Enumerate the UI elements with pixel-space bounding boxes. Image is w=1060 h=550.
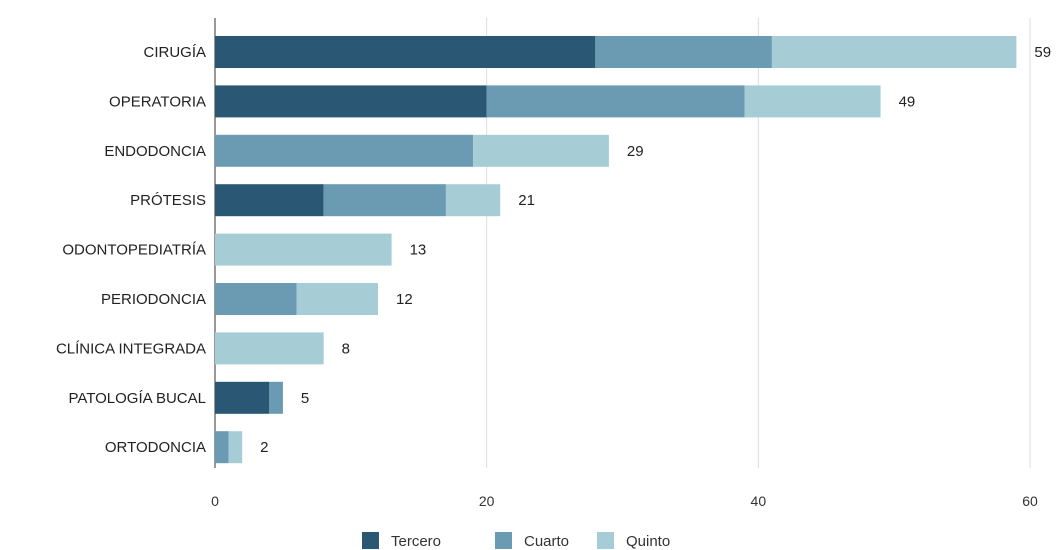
category-label: OPERATORIA: [109, 93, 206, 110]
total-label: 13: [410, 242, 427, 259]
category-label: PATOLOGÍA BUCAL: [68, 390, 206, 407]
bar-segment-tercero: [215, 381, 270, 414]
x-tick-label: 0: [211, 493, 219, 509]
bar-segment-cuarto: [215, 431, 229, 464]
category-label: ODONTOPEDIATRÍA: [62, 242, 206, 259]
legend-swatch-quinto: [597, 532, 614, 549]
legend-label: Tercero: [391, 533, 441, 550]
legend-swatch-tercero: [362, 532, 379, 549]
category-label: CLÍNICA INTEGRADA: [56, 340, 206, 357]
total-label: 29: [627, 143, 644, 160]
total-label: 12: [396, 291, 413, 308]
total-label: 5: [301, 390, 309, 407]
bar-segment-cuarto: [215, 283, 297, 315]
category-label: PRÓTESIS: [130, 192, 206, 209]
x-tick-label: 40: [751, 493, 767, 509]
bar-segment-cuarto: [486, 85, 745, 118]
x-tick-label: 60: [1022, 493, 1038, 509]
bar-segment-quinto: [215, 332, 324, 365]
bar-segment-quinto: [228, 431, 243, 464]
bar-segment-tercero: [215, 184, 324, 217]
bar-segment-tercero: [215, 36, 596, 68]
bar-segment-quinto: [445, 184, 501, 217]
bar-segment-cuarto: [595, 36, 772, 68]
bar-segment-cuarto: [269, 381, 283, 414]
bar-segment-cuarto: [215, 134, 474, 167]
total-label: 59: [1034, 44, 1051, 61]
category-label: CIRUGÍA: [143, 44, 206, 61]
category-label: ORTODONCIA: [105, 439, 206, 456]
legend-label: Cuarto: [524, 533, 569, 550]
category-label: PERIODONCIA: [101, 291, 206, 308]
bar-segment-quinto: [744, 85, 881, 118]
bar-segment-tercero: [215, 85, 487, 118]
total-label: 21: [518, 192, 535, 209]
bar-segment-quinto: [296, 283, 378, 315]
bar-segment-cuarto: [323, 184, 446, 217]
legend-label: Quinto: [626, 533, 670, 550]
bar-segment-quinto: [771, 36, 1017, 68]
total-label: 49: [899, 93, 916, 110]
total-label: 2: [260, 439, 268, 456]
legend-swatch-cuarto: [495, 532, 512, 549]
x-tick-label: 20: [479, 493, 495, 509]
bar-segment-quinto: [215, 233, 392, 266]
total-label: 8: [342, 340, 350, 357]
category-label: ENDODONCIA: [104, 143, 206, 160]
bar-segment-quinto: [473, 134, 609, 167]
